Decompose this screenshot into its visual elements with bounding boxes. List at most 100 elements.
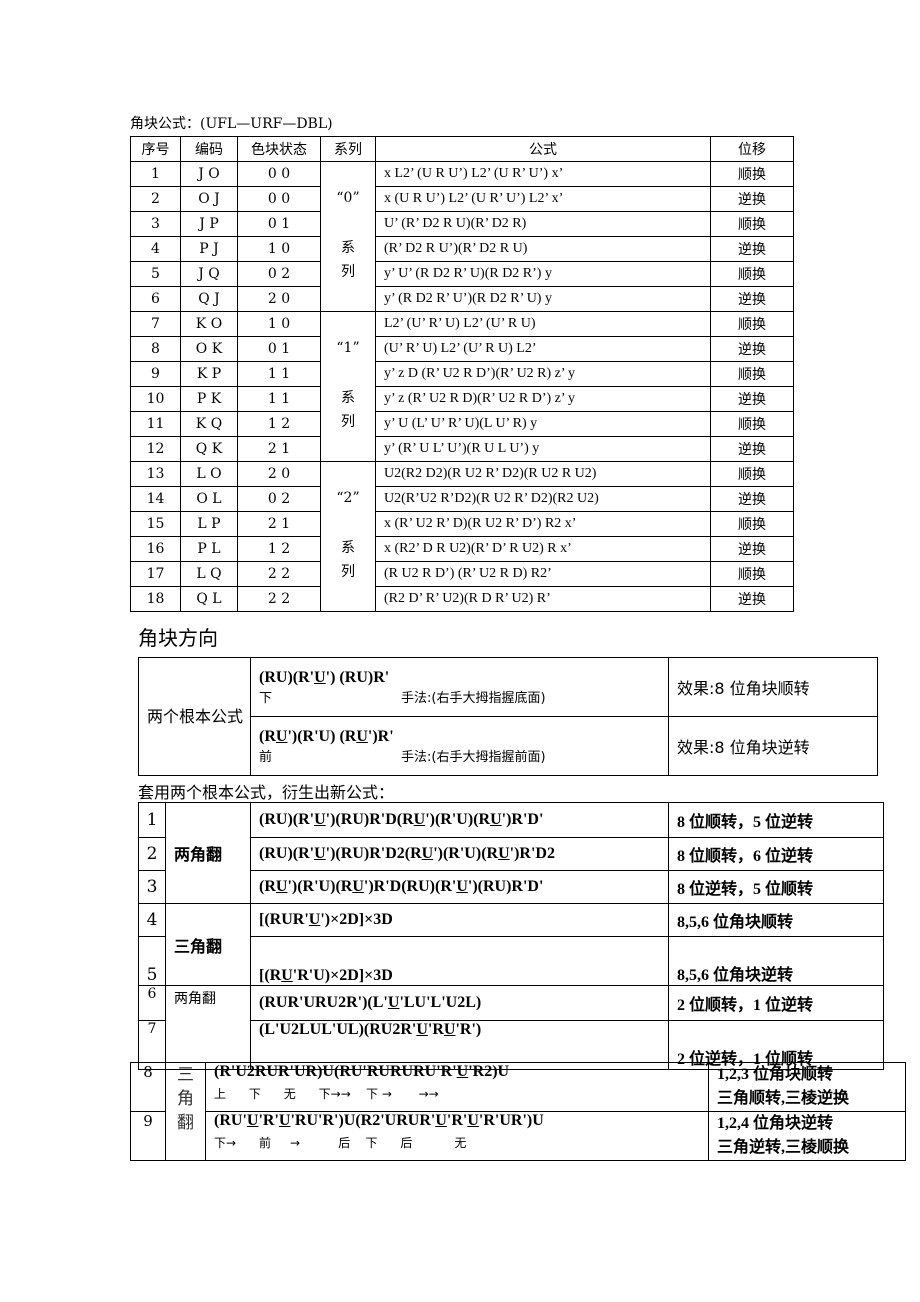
underlined-move: U	[246, 1112, 259, 1129]
formula-part: (RU)(R'	[259, 811, 315, 828]
formula-part: (R	[259, 878, 276, 895]
formula: (RU'U'R'U'RU'R')U(R2'URUR'U'R'U'R'UR')U	[214, 1112, 708, 1130]
table-header-row: 序号 编码 色块状态 系列 公式 位移	[130, 136, 794, 162]
formula-part: 'R2)U	[468, 1063, 510, 1080]
underlined-move: U	[490, 811, 502, 828]
underlined-move: U	[413, 811, 426, 828]
formula: (RU')(R'U) (RU')R'	[259, 728, 668, 746]
table-row: 7 (L'U2LUL'UL)(RU2R'U'RU'R') 2 位逆转，1 位顺转	[138, 1020, 884, 1070]
displacement-cell: 逆换	[710, 486, 794, 512]
move-notes: 上 下 无 下→→ 下 → →→	[214, 1087, 439, 1101]
formula-part: 'RU'R')U(R2'URUR'	[290, 1112, 436, 1129]
color-state-cell: 1 0	[237, 236, 321, 262]
row-number: 9	[130, 361, 181, 387]
code-cell: J Q	[180, 261, 238, 287]
row-number: 1	[138, 802, 166, 838]
formula-cell: (RU')(R'U) (RU')R' 前手法:(右手大拇指握前面)	[250, 716, 669, 776]
row-number: 4	[138, 903, 166, 937]
displacement-cell: 逆换	[710, 286, 794, 312]
effect-line: 三角逆转,三棱顺换	[717, 1139, 850, 1156]
underlined-move: U	[308, 911, 321, 928]
group-label: 两角翻	[165, 985, 251, 1070]
code-cell: L P	[180, 511, 238, 537]
derived-formula-table: 1 两角翻 (RU)(R'U')(RU)R'D(RU')(R'U)(RU')R'D'…	[138, 802, 884, 1070]
formula-part: ')(RU)R'D2(R	[325, 845, 422, 862]
row-number: 8	[130, 1062, 166, 1112]
table-row: (RU')(R'U) (RU')R' 前手法:(右手大拇指握前面) 效果:8 位角块…	[139, 716, 878, 776]
row-number: 11	[130, 411, 181, 437]
row-number: 3	[130, 211, 181, 237]
formula: (RU)(R'U') (RU)R'	[259, 669, 668, 687]
displacement-cell: 逆换	[710, 536, 794, 562]
table-row: 两个根本公式 (RU)(R'U') (RU)R' 下手法:(右手大拇指握底面) 效果:…	[138, 657, 878, 776]
formula-part: ')(RU)R'D'	[467, 878, 544, 895]
color-state-cell: 2 2	[237, 561, 321, 587]
basic-formula-label: 两个根本公式	[138, 657, 251, 776]
code-cell: L O	[180, 461, 238, 487]
color-state-cell: 0 0	[237, 161, 321, 187]
series-name: “0”	[336, 190, 360, 206]
formula-part: (RU'	[214, 1112, 247, 1129]
table-row: 3 (RU')(R'U)(RU')R'D(RU)(R'U')(RU)R'D' 8 位…	[138, 870, 884, 904]
row-number: 1	[130, 161, 181, 187]
color-state-cell: 0 2	[237, 261, 321, 287]
color-state-cell: 2 0	[237, 286, 321, 312]
code-cell: P L	[180, 536, 238, 562]
underlined-move: U	[275, 878, 288, 895]
formula-part: [(RUR'	[259, 911, 309, 928]
series-suffix: 系列	[341, 540, 355, 580]
row-number: 3	[138, 870, 166, 904]
color-state-cell: 2 0	[237, 461, 321, 487]
header-cell: 公式	[375, 136, 711, 162]
effect-cell: 8 位顺转，6 位逆转	[668, 837, 884, 871]
color-state-cell: 0 1	[237, 211, 321, 237]
basic-formula-table: 两个根本公式 (RU)(R'U') (RU)R' 下手法:(右手大拇指握底面) 效果:…	[138, 657, 878, 776]
effect-line: 1,2,4 位角块逆转	[717, 1115, 834, 1132]
displacement-cell: 逆换	[710, 386, 794, 412]
underlined-move: U	[314, 668, 326, 686]
color-state-cell: 1 1	[237, 361, 321, 387]
formula-part: (R'U2RUR'UR)U(RU'RURURU'R'	[214, 1063, 457, 1080]
section-title: 角块公式：(UFL—URF—DBL)	[130, 116, 333, 132]
effect-cell: 2 位顺转，1 位逆转	[668, 985, 884, 1021]
code-cell: K P	[180, 361, 238, 387]
formula-cell: y’ (R’ U L’ U’)(R U L U’) y	[375, 436, 711, 462]
row-number: 15	[130, 511, 181, 537]
group-char: 翻	[177, 1113, 194, 1133]
row-number: 2	[130, 186, 181, 212]
formula-part: 'R')	[455, 1021, 482, 1038]
code-cell: K Q	[180, 411, 238, 437]
code-cell: P J	[180, 236, 238, 262]
row-number: 8	[130, 336, 181, 362]
displacement-cell: 顺换	[710, 461, 794, 487]
row-number: 7	[130, 311, 181, 337]
formula-part: ') (RU)R'	[325, 668, 390, 686]
formula-cell: x (U R U’) L2’ (U R’ U’) L2’ x’	[375, 186, 711, 212]
displacement-cell: 逆换	[710, 186, 794, 212]
code-cell: J O	[180, 161, 238, 187]
formula-cell: x (R’ U2 R’ D)(R U2 R’ D’) R2 x’	[375, 511, 711, 537]
displacement-cell: 顺换	[710, 161, 794, 187]
formula-cell: L2’ (U’ R’ U) L2’ (U’ R U)	[375, 311, 711, 337]
row-number: 6	[130, 286, 181, 312]
formula-part: 'R	[427, 1021, 444, 1038]
table-row: 4 三角翻 [(RUR'U')×2D]×3D 8,5,6 位角块顺转	[138, 903, 884, 986]
note-left: 前	[259, 749, 273, 765]
row-number: 9	[130, 1111, 166, 1161]
displacement-cell: 顺换	[710, 511, 794, 537]
hand-note: 前 手法:(右手大拇指握前面)	[259, 746, 668, 765]
formula-cell: (RU)(R'U') (RU)R' 下 手法:(右手大拇指握底面)	[250, 657, 669, 717]
formula-part: (RU)(R'	[259, 845, 315, 862]
